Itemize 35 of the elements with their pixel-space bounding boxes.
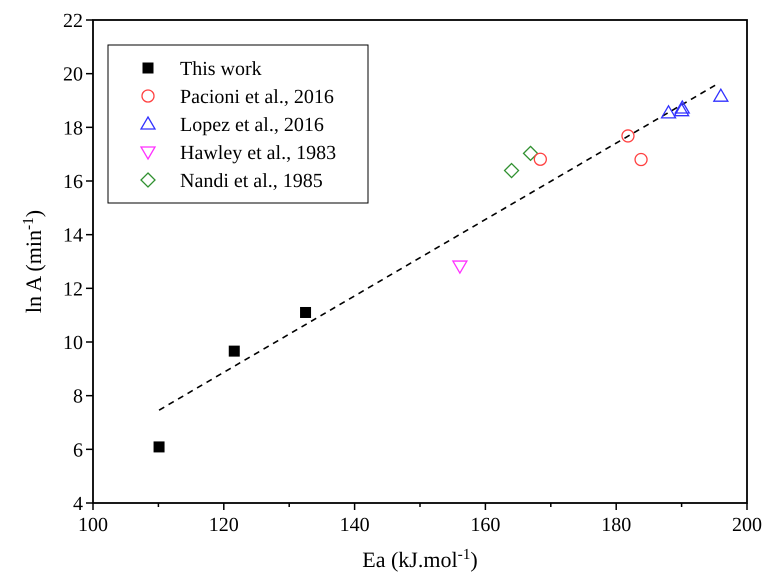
legend-label: Hawley et al., 1983 <box>180 142 336 164</box>
point <box>534 152 547 166</box>
x-axis-title: Ea (kJ.mol$^{-1}$) <box>362 546 478 572</box>
point <box>300 306 312 318</box>
y-tick-label: 12 <box>63 278 83 300</box>
y-tick-label: 14 <box>63 224 83 247</box>
y-tick-label: 6 <box>73 439 83 462</box>
point <box>228 346 240 357</box>
y-tick-label: 8 <box>73 386 83 408</box>
y-tick-label: 20 <box>63 64 83 86</box>
y-tick-label: 22 <box>63 10 83 32</box>
legend-label: Nandi et al., 1985 <box>180 170 323 192</box>
point <box>713 88 728 102</box>
x-tick-label: 180 <box>601 514 632 536</box>
point <box>660 105 676 118</box>
point <box>634 152 648 166</box>
point <box>504 162 520 178</box>
x-tick-label: 140 <box>340 514 370 536</box>
x-tick-label: 160 <box>470 514 500 536</box>
y-tick-label: 16 <box>63 171 83 193</box>
y-tick-label: 10 <box>63 332 83 354</box>
legend-label: Pacioni et al., 2016 <box>180 86 334 108</box>
point <box>674 103 690 116</box>
x-tick-label: 120 <box>208 514 239 536</box>
point <box>621 129 635 143</box>
point <box>522 146 538 162</box>
y-tick-label: 4 <box>73 493 83 515</box>
x-tick-label: 200 <box>732 514 762 536</box>
y-tick-label: 18 <box>63 117 83 140</box>
x-tick-label: 100 <box>78 514 108 536</box>
legend-label: Lopez et al., 2016 <box>180 114 324 136</box>
point <box>452 260 468 274</box>
point <box>154 441 165 452</box>
legend-label: This work <box>180 58 262 80</box>
point <box>674 100 690 114</box>
